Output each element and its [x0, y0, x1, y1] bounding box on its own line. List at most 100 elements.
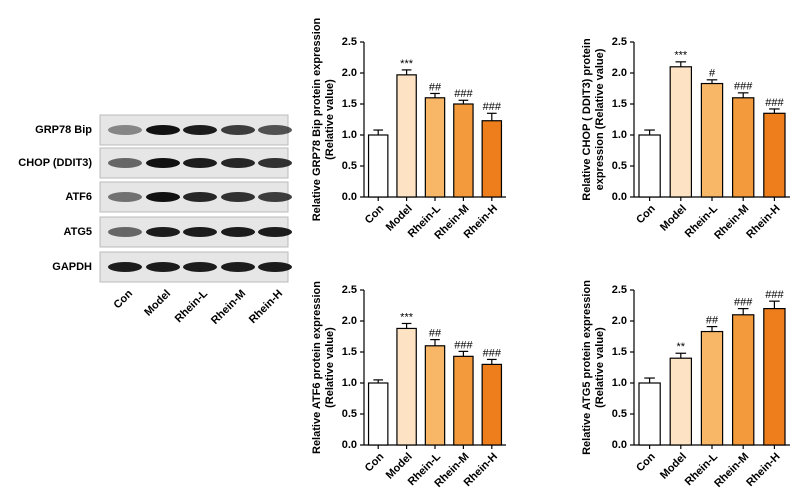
blot-band — [258, 125, 292, 135]
y-tick-label: 0.0 — [612, 191, 627, 203]
blot-band — [221, 125, 255, 135]
bar — [367, 134, 389, 198]
blot-band — [183, 192, 217, 202]
blot-row-label: GRP78 Bip — [35, 124, 92, 136]
blot-band — [183, 158, 217, 168]
significance-label: ### — [483, 101, 502, 113]
bar — [669, 357, 693, 446]
bar — [453, 355, 474, 446]
blot-band — [221, 158, 255, 168]
blot-lane-label: Rhein-M — [209, 288, 248, 327]
bar — [396, 327, 417, 446]
significance-label: ### — [734, 297, 753, 309]
y-tick-label: 2.0 — [612, 315, 627, 327]
bar — [481, 120, 503, 198]
y-axis-label: Relative CHOP ( DDIT3) protein — [581, 38, 593, 201]
y-axis-label: expression (Relative value) — [594, 48, 606, 190]
y-axis-label: (Relative value) — [324, 327, 336, 408]
significance-label: ### — [734, 81, 753, 93]
y-tick-label: 1.5 — [342, 98, 357, 110]
x-tick-label: Con — [363, 450, 387, 474]
significance-label: ## — [706, 314, 719, 326]
bar — [638, 134, 661, 198]
blot-row-label: CHOP (DDIT3) — [18, 157, 92, 169]
blot-band — [108, 125, 142, 135]
significance-label: ** — [677, 341, 686, 353]
x-tick-label: Rhein-M — [712, 203, 751, 242]
significance-label: ### — [454, 88, 473, 100]
y-tick-label: 1.0 — [342, 129, 357, 141]
y-tick-label: 0.5 — [342, 408, 357, 420]
significance-label: *** — [400, 311, 414, 323]
x-tick-label: Rhein-H — [744, 451, 782, 489]
blot-row-label: ATF6 — [65, 191, 92, 203]
y-axis-label: Relative ATG5 protein expression — [581, 280, 593, 455]
blot-band — [258, 158, 292, 168]
x-tick-label: Con — [634, 202, 658, 226]
blot-lane-label: Con — [112, 287, 136, 311]
bar — [453, 103, 474, 198]
y-tick-label: 0.5 — [612, 408, 627, 420]
y-tick-label: 0.0 — [342, 439, 357, 451]
blot-band — [221, 192, 255, 202]
x-tick-label: Rhein-H — [744, 203, 782, 241]
blot-row-label: ATG5 — [63, 226, 92, 238]
y-tick-label: 1.5 — [612, 346, 627, 358]
bar — [367, 382, 389, 446]
significance-label: *** — [674, 50, 688, 62]
significance-label: ### — [765, 289, 784, 301]
bar — [669, 66, 693, 198]
x-tick-label: Con — [363, 202, 387, 226]
blot-row-label: GAPDH — [52, 261, 92, 273]
blot-band — [146, 192, 180, 202]
significance-label: ### — [483, 347, 502, 359]
significance-label: ## — [429, 328, 442, 340]
significance-label: ## — [429, 81, 442, 93]
significance-label: # — [709, 68, 716, 80]
y-tick-label: 0.5 — [612, 160, 627, 172]
y-tick-label: 1.5 — [612, 98, 627, 110]
blot-lane-label: Rhein-H — [247, 288, 285, 326]
blot-lane-label: Model — [142, 288, 173, 319]
bar — [731, 314, 755, 446]
bar — [424, 97, 446, 198]
y-axis-label: Relative ATF6 protein expression — [311, 281, 323, 454]
y-tick-label: 1.0 — [342, 377, 357, 389]
blot-band — [258, 262, 292, 272]
y-tick-label: 1.0 — [612, 377, 627, 389]
y-tick-label: 2.0 — [342, 67, 357, 79]
y-tick-label: 0.5 — [342, 160, 357, 172]
bar — [638, 382, 661, 446]
blot-band — [183, 262, 217, 272]
blot-band — [183, 227, 217, 237]
significance-label: *** — [400, 58, 414, 70]
bar — [763, 308, 786, 446]
y-axis-label: Relative GRP78 Bip protein expression — [311, 17, 323, 221]
blot-band — [221, 227, 255, 237]
blot-band — [258, 192, 292, 202]
x-tick-label: Rhein-M — [712, 451, 751, 490]
blot-band — [108, 227, 142, 237]
blot-band — [221, 262, 255, 272]
y-tick-label: 1.0 — [612, 129, 627, 141]
x-tick-label: Con — [634, 450, 658, 474]
blot-lane-label: Rhein-L — [173, 288, 211, 326]
y-tick-label: 0.0 — [342, 191, 357, 203]
bar — [731, 97, 755, 198]
y-axis-label: (Relative value) — [324, 79, 336, 160]
bar — [481, 363, 503, 446]
blot-band — [146, 158, 180, 168]
y-tick-label: 2.5 — [612, 284, 627, 296]
significance-label: ### — [765, 97, 784, 109]
y-tick-label: 0.0 — [612, 439, 627, 451]
bar — [424, 345, 446, 446]
blot-band — [258, 227, 292, 237]
blot-band — [146, 262, 180, 272]
blot-band — [108, 262, 142, 272]
blot-band — [108, 158, 142, 168]
bar — [700, 330, 724, 446]
blot-band — [146, 125, 180, 135]
y-tick-label: 2.5 — [612, 36, 627, 48]
bar — [700, 82, 724, 198]
